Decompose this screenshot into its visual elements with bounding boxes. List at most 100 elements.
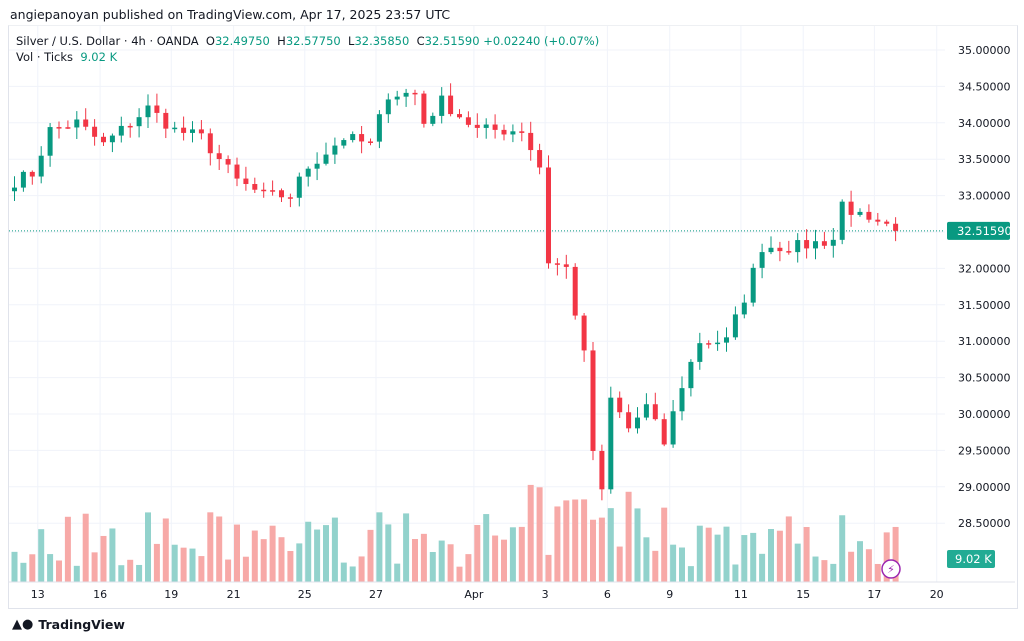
y-tick-label: 34.50000 bbox=[958, 80, 1011, 93]
candle-up bbox=[20, 171, 26, 188]
volume-bar bbox=[429, 552, 436, 582]
volume-label[interactable]: Vol · Ticks bbox=[16, 50, 74, 64]
volume-bar bbox=[29, 554, 36, 582]
candle-up bbox=[830, 239, 836, 246]
candle-up bbox=[724, 337, 729, 343]
candle-down bbox=[92, 126, 98, 137]
volume-bar bbox=[242, 556, 249, 582]
close-label: C bbox=[416, 34, 425, 48]
candle-up bbox=[323, 154, 329, 164]
x-tick-label: 6 bbox=[604, 588, 611, 601]
volume-bar bbox=[670, 544, 677, 582]
volume-bar bbox=[492, 535, 499, 582]
candle-up bbox=[483, 124, 489, 128]
volume-bar bbox=[118, 565, 125, 582]
candle-up bbox=[688, 361, 694, 389]
volume-bar bbox=[794, 543, 801, 582]
low-value: 32.35850 bbox=[354, 34, 410, 48]
volume-bar bbox=[857, 541, 863, 582]
y-tick-label: 31.00000 bbox=[958, 335, 1011, 348]
candle-up bbox=[12, 187, 17, 192]
volume-bar bbox=[216, 516, 223, 582]
y-tick-label: 35.00000 bbox=[958, 44, 1011, 57]
volume-bar bbox=[536, 487, 543, 582]
candle-up bbox=[47, 127, 53, 156]
y-tick-label: 29.00000 bbox=[958, 481, 1011, 494]
volume-bar bbox=[171, 544, 178, 582]
y-tick-label: 29.50000 bbox=[958, 444, 1011, 457]
candle-down bbox=[626, 412, 632, 429]
candle-down bbox=[270, 190, 276, 192]
volume-bar bbox=[447, 544, 454, 582]
candle-down bbox=[866, 211, 872, 220]
candle-down bbox=[884, 221, 890, 224]
chart-frame[interactable] bbox=[8, 25, 1018, 609]
volume-bar bbox=[162, 518, 169, 582]
candle-down bbox=[421, 93, 427, 124]
candle-down bbox=[154, 105, 160, 113]
candle-up bbox=[741, 302, 747, 315]
candle-down bbox=[554, 263, 560, 265]
volume-bar bbox=[180, 547, 187, 582]
candle-down bbox=[617, 397, 623, 413]
candle-down bbox=[216, 153, 222, 160]
volume-bar bbox=[225, 559, 232, 582]
candle-down bbox=[661, 419, 667, 445]
volume-bar bbox=[100, 535, 107, 582]
volume-bar bbox=[127, 559, 134, 582]
volume-bar bbox=[776, 530, 783, 582]
candle-down bbox=[590, 350, 596, 451]
candle-down bbox=[279, 190, 284, 198]
volume-bar bbox=[723, 526, 730, 582]
volume-bar bbox=[153, 543, 160, 582]
y-tick-label: 34.00000 bbox=[958, 117, 1011, 130]
low-label: L bbox=[348, 34, 355, 48]
volume-bar bbox=[821, 560, 828, 582]
chart-legend: Silver / U.S. Dollar · 4h · OANDA O32.49… bbox=[16, 33, 599, 65]
x-tick-label: 19 bbox=[164, 588, 178, 601]
y-tick-label: 30.50000 bbox=[958, 372, 1011, 385]
candle-down bbox=[893, 223, 899, 231]
candle-down bbox=[198, 129, 204, 134]
volume-bar bbox=[189, 548, 196, 582]
volume-bar bbox=[687, 566, 694, 582]
candle-up bbox=[768, 247, 774, 253]
volume-bar bbox=[741, 535, 748, 582]
volume-bar bbox=[634, 508, 641, 582]
volume-bar bbox=[278, 537, 285, 582]
symbol-label[interactable]: Silver / U.S. Dollar · 4h · OANDA bbox=[16, 34, 199, 48]
candle-up bbox=[750, 267, 756, 303]
volume-bar bbox=[207, 512, 214, 582]
volume-bar bbox=[732, 564, 739, 582]
volume-bar bbox=[287, 551, 294, 582]
candle-up bbox=[608, 397, 614, 490]
volume-bar bbox=[625, 491, 632, 582]
last-volume-label: 9.02 K bbox=[955, 552, 992, 566]
candle-down bbox=[163, 112, 169, 129]
volume-bar bbox=[109, 528, 116, 582]
candle-up bbox=[118, 125, 124, 136]
candle-up bbox=[857, 211, 863, 215]
volume-bar bbox=[412, 539, 418, 582]
candle-up bbox=[385, 99, 391, 115]
candle-up bbox=[732, 314, 738, 338]
publish-info: angiepanoyan published on TradingView.co… bbox=[10, 7, 451, 22]
y-tick-label: 33.50000 bbox=[958, 153, 1011, 166]
candle-up bbox=[172, 127, 178, 130]
candle-up bbox=[643, 404, 649, 418]
candle-up bbox=[795, 240, 801, 253]
tradingview-logo[interactable]: ▲● TradingView bbox=[12, 617, 125, 632]
candle-down bbox=[56, 127, 62, 129]
candle-down bbox=[777, 247, 783, 252]
volume-bar bbox=[554, 506, 561, 582]
volume-bar bbox=[260, 539, 267, 582]
volume-bar bbox=[456, 566, 463, 582]
volume-bar bbox=[385, 524, 392, 582]
volume-bar bbox=[696, 525, 703, 582]
last-price-badge bbox=[947, 221, 1010, 240]
x-tick-label: 13 bbox=[31, 588, 45, 601]
volume-value: 9.02 K bbox=[80, 50, 118, 64]
y-tick-label: 31.50000 bbox=[958, 299, 1011, 312]
candle-down bbox=[848, 201, 854, 215]
